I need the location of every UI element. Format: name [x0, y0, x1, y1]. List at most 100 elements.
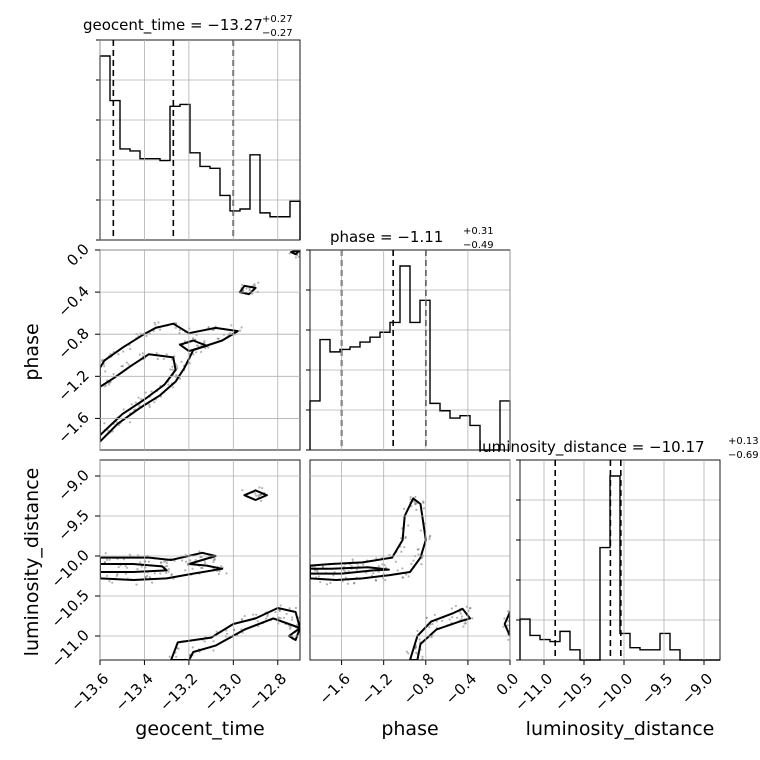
sample-point: [200, 566, 203, 570]
sample-point: [127, 363, 130, 366]
sample-point: [321, 565, 325, 568]
sample-point: [506, 610, 510, 613]
sample-point: [195, 344, 198, 347]
sample-point: [125, 566, 129, 569]
sample-point: [217, 572, 220, 576]
sample-point: [148, 576, 151, 579]
panel-frame-phase-vs-luminosity-distance: [309, 459, 511, 661]
sample-point: [288, 252, 291, 255]
sample-point: [122, 408, 125, 411]
sample-point: [165, 353, 168, 356]
sample-point: [329, 581, 332, 585]
sample-point: [153, 401, 156, 404]
sample-point: [353, 581, 356, 585]
sample-point: [259, 499, 263, 502]
sample-point: [384, 578, 387, 582]
sample-point: [400, 550, 403, 553]
sample-point: [178, 329, 181, 332]
sample-point: [148, 403, 151, 407]
sample-point: [352, 582, 356, 585]
y-tick-label-phase-1: −1.2: [54, 366, 92, 404]
hist-panel-luminosity-distance: [516, 459, 721, 661]
y-tick-label-luminosity-distance-2: −10.0: [48, 546, 93, 591]
sample-point: [195, 351, 198, 354]
hist-panel-phase: [306, 249, 511, 451]
sample-point: [409, 498, 412, 501]
sample-point: [240, 617, 243, 621]
sample-point: [170, 573, 173, 576]
sample-point: [417, 553, 420, 556]
sample-point: [471, 617, 474, 620]
sample-point: [168, 655, 171, 658]
sample-point: [255, 494, 258, 497]
sample-point: [253, 284, 256, 287]
sample-point: [407, 575, 410, 578]
luminosity-distance-title-sup: +0.13: [728, 436, 759, 447]
sample-point: [108, 580, 111, 583]
sample-point: [225, 629, 228, 632]
sample-point: [316, 570, 319, 573]
sample-point: [404, 573, 408, 576]
sample-point: [450, 607, 454, 610]
sample-point: [245, 287, 248, 290]
sample-point: [140, 398, 143, 401]
sample-point: [171, 368, 174, 371]
sample-point: [100, 359, 104, 363]
sample-point: [115, 574, 119, 577]
sample-point: [507, 619, 510, 623]
sample-point: [207, 346, 210, 349]
sample-point: [128, 421, 132, 424]
sample-point: [171, 386, 174, 389]
sample-point: [139, 561, 142, 564]
sample-point: [198, 550, 201, 553]
sample-point: [414, 646, 417, 649]
sample-point: [282, 616, 286, 619]
y-tick-label-luminosity-distance-1: −10.5: [48, 586, 93, 631]
sample-point: [167, 570, 170, 573]
sample-point: [388, 553, 391, 557]
sample-point: [167, 383, 170, 386]
sample-point: [513, 620, 515, 622]
sample-point: [303, 630, 305, 632]
sample-point: [200, 350, 203, 354]
sample-point: [381, 563, 384, 566]
sample-point: [420, 563, 423, 566]
sample-point: [169, 368, 172, 371]
sample-point: [374, 578, 377, 582]
sample-point: [462, 625, 465, 628]
x-tick-label-geocent-time-4: −12.8: [245, 670, 290, 715]
x-axis-label-phase: phase: [381, 718, 438, 740]
sample-point: [159, 561, 163, 564]
sample-point: [103, 422, 106, 425]
sample-point: [416, 548, 419, 551]
contour-phase-vs-luminosity-distance-2: [409, 607, 471, 660]
sample-point: [191, 337, 195, 340]
sample-point: [191, 646, 194, 649]
sample-point: [184, 569, 187, 572]
sample-point: [106, 429, 110, 432]
sample-point: [416, 629, 419, 633]
sample-point: [503, 617, 506, 620]
sample-point: [104, 384, 108, 387]
y-tick-label-luminosity-distance-4: −9.0: [54, 466, 92, 504]
geocent-time-title: geocent_time = −13.27: [83, 16, 263, 35]
sample-point: [264, 617, 268, 620]
sample-point: [174, 326, 177, 329]
x-tick-label-geocent-time-1: −13.4: [112, 670, 157, 715]
sample-point: [513, 620, 515, 622]
sample-point: [122, 558, 125, 561]
sample-point: [213, 558, 217, 561]
sample-point: [289, 627, 292, 630]
sample-point: [103, 365, 106, 368]
sample-point: [112, 373, 115, 376]
sample-point: [297, 255, 300, 258]
sample-point: [456, 616, 459, 619]
sample-point: [325, 583, 329, 586]
sample-point: [203, 640, 206, 643]
sample-point: [217, 337, 220, 340]
sample-point: [104, 552, 107, 555]
sample-point: [151, 581, 154, 584]
contour-geocent-time-vs-luminosity-distance-1: [100, 563, 168, 573]
x-tick-label-geocent-time-3: −13.0: [200, 670, 245, 715]
